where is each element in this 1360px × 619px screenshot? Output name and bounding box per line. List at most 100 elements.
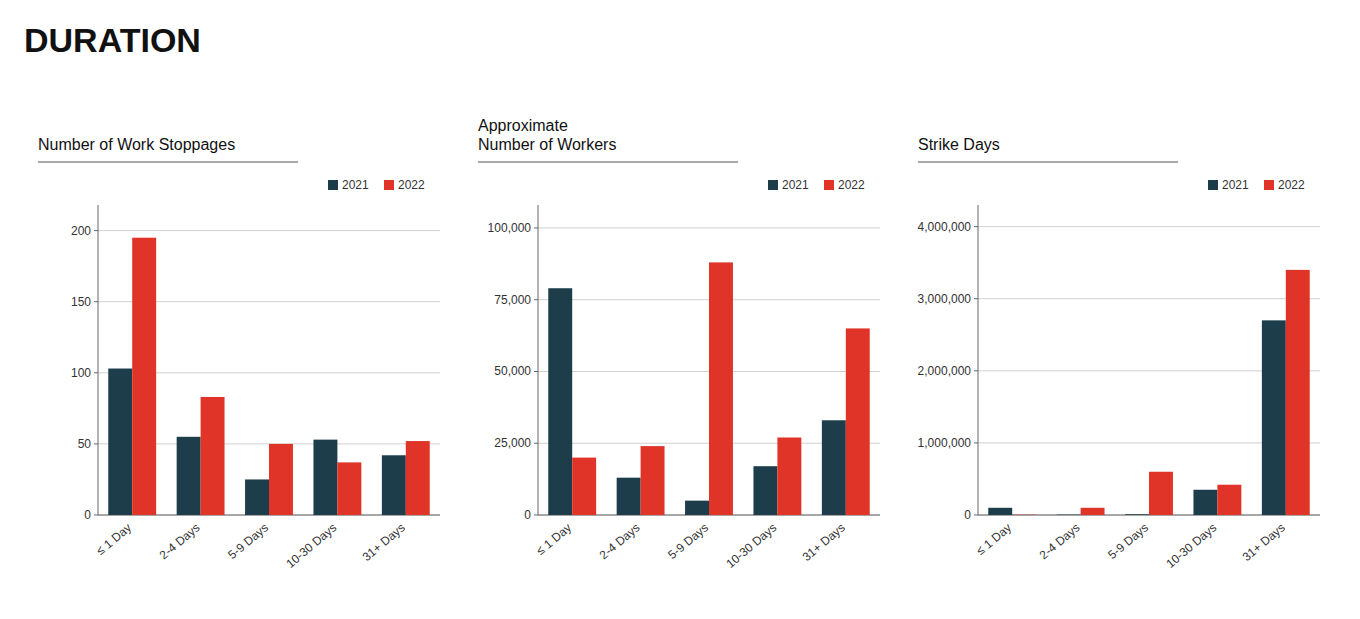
y-axis-line <box>978 205 979 515</box>
y-tick-label: 1,000,000 <box>918 436 972 450</box>
x-tick-label: 5-9 Days <box>1105 521 1151 563</box>
title-underline <box>918 162 1178 163</box>
y-tick <box>94 230 98 231</box>
bar <box>1057 514 1081 515</box>
y-tick <box>534 515 538 516</box>
bar <box>753 466 777 515</box>
legend-label: 2021 <box>342 178 369 192</box>
bar <box>548 288 572 515</box>
legend-swatch <box>384 180 394 190</box>
y-tick-label: 150 <box>71 295 91 309</box>
grid-line <box>978 226 1320 227</box>
chart-title: Approximate Number of Workers <box>478 117 616 153</box>
legend-label: 2022 <box>398 178 425 192</box>
bar <box>1286 270 1310 515</box>
bar <box>1149 472 1173 515</box>
bar <box>1081 508 1105 515</box>
bar <box>132 238 156 515</box>
bar <box>269 444 293 515</box>
figure: DURATION Number of Work Stoppages 0 50 100 15… <box>0 0 1360 619</box>
chart-title-line: Approximate <box>478 117 568 134</box>
y-tick <box>534 299 538 300</box>
y-tick-label: 3,000,000 <box>918 292 972 306</box>
panel: Number of Work Stoppages050100150200≤ 1 … <box>38 136 440 571</box>
bar <box>822 420 846 515</box>
bars <box>988 270 1309 515</box>
x-tick-label: ≤ 1 Day <box>534 521 575 558</box>
legend-swatch <box>768 180 778 190</box>
bar <box>108 369 132 515</box>
bars <box>108 238 429 515</box>
y-tick <box>974 298 978 299</box>
y-tick <box>974 370 978 371</box>
bar <box>572 458 596 515</box>
y-tick-label: 75,000 <box>494 293 531 307</box>
y-tick-label: 2,000,000 <box>918 364 972 378</box>
y-tick-label: 0 <box>84 508 91 522</box>
bar <box>777 438 801 516</box>
grid-line <box>978 298 1320 299</box>
x-tick-label: 2-4 Days <box>1037 521 1083 563</box>
bar <box>245 479 269 515</box>
y-tick-label: 100 <box>71 366 91 380</box>
title-underline <box>38 162 298 163</box>
bar <box>1217 485 1241 515</box>
bar <box>617 478 641 515</box>
legend-label: 2021 <box>1222 178 1249 192</box>
bar <box>1262 320 1286 515</box>
bar <box>1193 490 1217 515</box>
y-axis-line <box>538 205 539 515</box>
y-tick <box>534 227 538 228</box>
panel: Strike Days 0 1,000,000 2,000,000 3,000,000 4… <box>918 136 1320 571</box>
grid-line <box>98 230 440 231</box>
title-underline <box>478 162 738 163</box>
legend: 2021 2022 <box>1208 178 1305 192</box>
y-tick-label: 50 <box>78 437 92 451</box>
y-tick <box>534 443 538 444</box>
chart-title-line: Number of Workers <box>478 136 616 153</box>
x-tick-label: 5-9 Days <box>225 521 271 563</box>
bar <box>988 508 1012 515</box>
legend-swatch <box>1208 180 1218 190</box>
y-tick-label: 50,000 <box>494 364 531 378</box>
legend-label: 2021 <box>782 178 809 192</box>
x-tick-label: 2-4 Days <box>157 521 203 563</box>
bar <box>337 462 361 515</box>
y-tick-label: 100,000 <box>488 221 532 235</box>
bar <box>177 437 201 515</box>
bar <box>709 262 733 515</box>
legend-swatch <box>328 180 338 190</box>
x-tick-label: 10-30 Days <box>283 521 339 571</box>
y-tick-label: 4,000,000 <box>918 220 972 234</box>
bar <box>313 440 337 515</box>
x-tick-label: 10-30 Days <box>1163 521 1219 571</box>
bar <box>1125 514 1149 515</box>
y-tick <box>974 442 978 443</box>
bar <box>641 446 665 515</box>
y-tick-label: 200 <box>71 224 91 238</box>
grid-line <box>538 227 880 228</box>
y-tick <box>94 443 98 444</box>
bar <box>685 501 709 515</box>
bar <box>201 397 225 515</box>
y-tick-label: 0 <box>964 508 971 522</box>
legend: 2021 2022 <box>328 178 425 192</box>
y-tick <box>94 301 98 302</box>
main-title: DURATION <box>24 21 201 59</box>
chart-title: Strike Days <box>918 136 1000 153</box>
bars <box>548 262 869 515</box>
y-tick <box>974 515 978 516</box>
panel: ApproximateNumber of Workers025,00050,00… <box>478 117 880 571</box>
bar <box>1012 514 1036 515</box>
legend-swatch <box>1264 180 1274 190</box>
legend-label: 2022 <box>1278 178 1305 192</box>
chart-title-line: Number of Work Stoppages <box>38 136 235 153</box>
bar <box>406 441 430 515</box>
y-tick <box>534 371 538 372</box>
bar <box>846 328 870 515</box>
chart-title-line: Strike Days <box>918 136 1000 153</box>
chart-title: Number of Work Stoppages <box>38 136 235 153</box>
y-tick-label: 25,000 <box>494 436 531 450</box>
y-tick <box>94 515 98 516</box>
x-tick-label: 10-30 Days <box>723 521 779 571</box>
